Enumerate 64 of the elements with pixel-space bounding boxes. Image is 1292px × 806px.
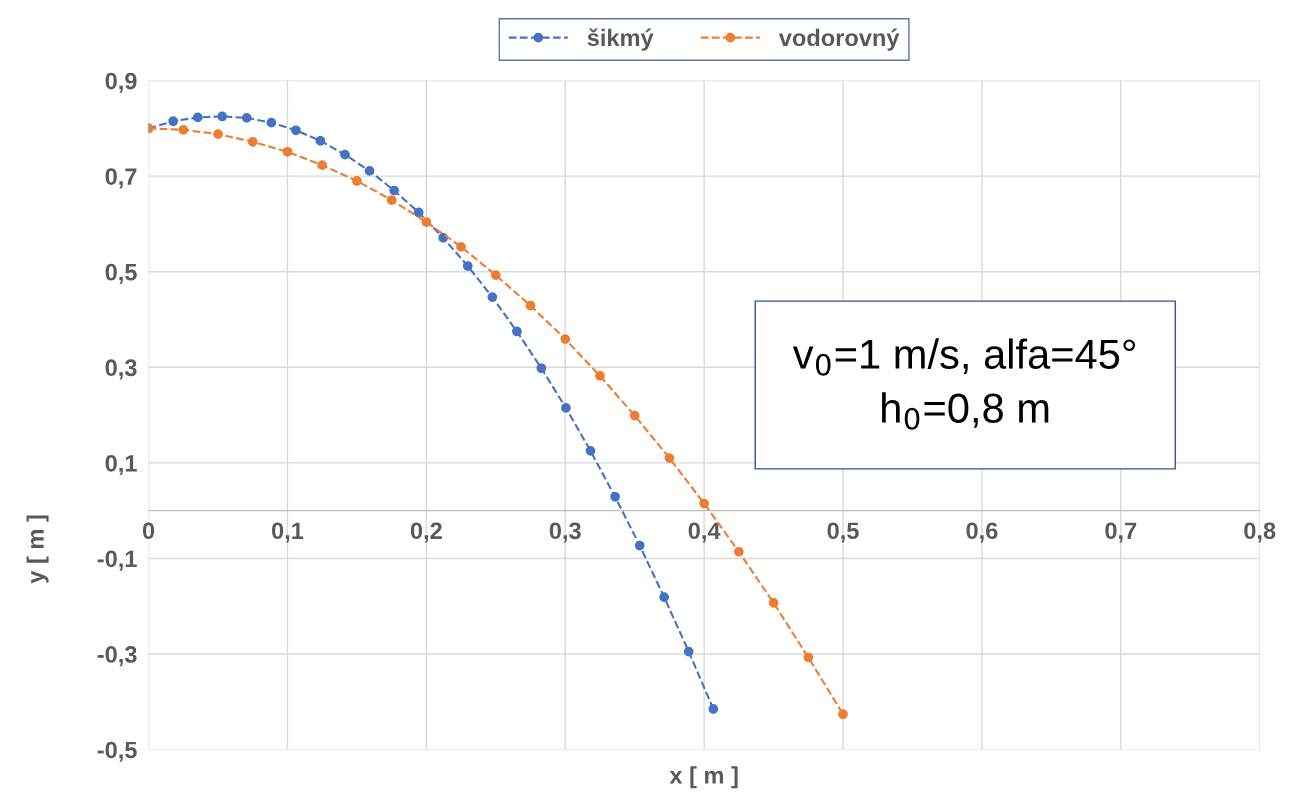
point: [734, 546, 744, 557]
point: [595, 371, 605, 381]
point: [178, 124, 189, 135]
point: [560, 334, 571, 344]
x-tick-label: 0,1: [271, 522, 304, 543]
point: [315, 135, 326, 146]
point: [213, 129, 223, 139]
point: [803, 652, 814, 663]
y-axis-title: y [ m ]: [26, 515, 49, 584]
point: [282, 146, 293, 157]
point: [525, 300, 536, 311]
point: [389, 185, 399, 196]
y-tick-label: -0,5: [97, 741, 137, 762]
point: [456, 242, 466, 252]
x-tick-label: 0,2: [410, 522, 442, 543]
point: [708, 704, 719, 714]
y-tick-label: 0,5: [105, 263, 137, 284]
point: [340, 149, 350, 160]
point: [168, 116, 179, 127]
point: [192, 112, 203, 123]
point: [699, 498, 710, 509]
x-axis-title: x [ m ]: [669, 766, 738, 789]
point: [838, 709, 848, 720]
legend-label: šikmý: [587, 28, 654, 51]
x-tick-label: 0,6: [966, 522, 998, 543]
point: [610, 491, 620, 502]
y-tick-label: 0,7: [105, 168, 137, 189]
x-tick-label: 0,8: [1244, 522, 1276, 543]
point: [629, 410, 640, 421]
annotation: v$_{0}$=1 m/s, alfa=45° h$_{0}$=0,8 m: [792, 338, 1136, 430]
point: [462, 261, 473, 271]
point: [664, 453, 675, 463]
x-tick-label: 0,5: [827, 522, 859, 543]
point: [317, 160, 328, 171]
y-tick-label: 0,9: [105, 72, 137, 93]
point: [768, 598, 779, 608]
point: [512, 326, 522, 337]
point: [634, 540, 645, 551]
y-tick-label: -0,3: [97, 646, 137, 667]
point: [490, 270, 501, 280]
point: [421, 217, 432, 227]
point: [241, 113, 252, 123]
point: [487, 292, 498, 302]
y-tick-label: 0,1: [105, 454, 137, 476]
point: [536, 363, 547, 374]
point: [561, 403, 571, 413]
point: [585, 446, 596, 456]
point: [291, 125, 301, 136]
point: [683, 646, 694, 657]
point: [386, 195, 397, 205]
legend-label: vodorovný: [778, 28, 900, 51]
x-tick-label: 0: [142, 522, 155, 540]
x-tick-label: 0,3: [549, 522, 581, 543]
point: [364, 166, 375, 176]
x-tick-label: 0,4: [688, 522, 721, 543]
y-tick-label: 0,3: [105, 359, 137, 380]
point: [413, 207, 424, 218]
point: [247, 136, 258, 147]
point: [266, 117, 277, 128]
x-tick-label: 0,7: [1105, 522, 1137, 543]
y-tick-label: -0,1: [97, 550, 137, 571]
point: [659, 592, 670, 603]
point: [217, 111, 228, 122]
point: [352, 176, 362, 186]
